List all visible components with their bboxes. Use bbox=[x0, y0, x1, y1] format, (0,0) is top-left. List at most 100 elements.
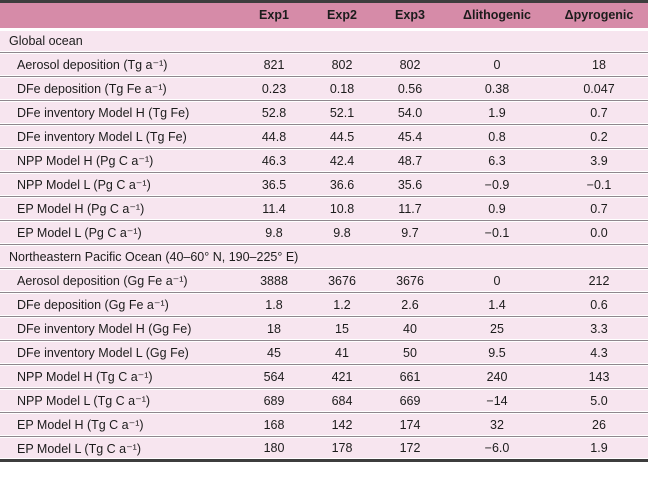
cell-exp1: 45 bbox=[240, 340, 308, 365]
table-row: DFe inventory Model L (Gg Fe) 45 41 50 9… bbox=[0, 340, 648, 365]
table-row: EP Model L (Tg C a⁻¹) 180 178 172 −6.0 1… bbox=[0, 436, 648, 461]
cell-exp3: 3676 bbox=[376, 268, 444, 293]
cell-exp1: 168 bbox=[240, 412, 308, 437]
cell-exp2: 684 bbox=[308, 388, 376, 413]
cell-exp2: 41 bbox=[308, 340, 376, 365]
cell-exp1: 1.8 bbox=[240, 292, 308, 317]
cell-exp3: 9.7 bbox=[376, 220, 444, 245]
col-header-exp2: Exp2 bbox=[308, 1, 376, 30]
results-table-container: Exp1 Exp2 Exp3 Δlithogenic Δpyrogenic Gl… bbox=[0, 0, 648, 462]
row-label: EP Model H (Tg C a⁻¹) bbox=[0, 412, 240, 437]
row-label: Aerosol deposition (Gg Fe a⁻¹) bbox=[0, 268, 240, 293]
cell-exp2: 52.1 bbox=[308, 100, 376, 125]
row-label: EP Model L (Tg C a⁻¹) bbox=[0, 436, 240, 461]
cell-delta-lithogenic: 9.5 bbox=[444, 340, 550, 365]
cell-exp2: 0.18 bbox=[308, 76, 376, 101]
cell-exp3: 50 bbox=[376, 340, 444, 365]
cell-exp1: 52.8 bbox=[240, 100, 308, 125]
cell-exp3: 661 bbox=[376, 364, 444, 389]
cell-delta-lithogenic: −0.9 bbox=[444, 172, 550, 197]
col-header-exp1: Exp1 bbox=[240, 1, 308, 30]
cell-exp3: 35.6 bbox=[376, 172, 444, 197]
cell-delta-pyrogenic: 143 bbox=[550, 364, 648, 389]
cell-delta-pyrogenic: 18 bbox=[550, 52, 648, 77]
cell-exp1: 18 bbox=[240, 316, 308, 341]
table-row: DFe inventory Model H (Gg Fe) 18 15 40 2… bbox=[0, 316, 648, 341]
cell-delta-lithogenic: 6.3 bbox=[444, 148, 550, 173]
cell-exp2: 3676 bbox=[308, 268, 376, 293]
cell-exp3: 48.7 bbox=[376, 148, 444, 173]
cell-delta-pyrogenic: 0.7 bbox=[550, 196, 648, 221]
col-header-empty bbox=[0, 1, 240, 30]
row-label: DFe inventory Model L (Tg Fe) bbox=[0, 124, 240, 149]
cell-exp2: 1.2 bbox=[308, 292, 376, 317]
cell-delta-lithogenic: −6.0 bbox=[444, 436, 550, 461]
table-row: DFe deposition (Gg Fe a⁻¹) 1.8 1.2 2.6 1… bbox=[0, 292, 648, 317]
table-row: DFe deposition (Tg Fe a⁻¹) 0.23 0.18 0.5… bbox=[0, 76, 648, 101]
row-label: DFe inventory Model L (Gg Fe) bbox=[0, 340, 240, 365]
table-row: EP Model H (Tg C a⁻¹) 168 142 174 32 26 bbox=[0, 412, 648, 437]
table-row: Aerosol deposition (Tg a⁻¹) 821 802 802 … bbox=[0, 52, 648, 77]
row-label: NPP Model H (Pg C a⁻¹) bbox=[0, 148, 240, 173]
col-header-exp3: Exp3 bbox=[376, 1, 444, 30]
cell-exp1: 36.5 bbox=[240, 172, 308, 197]
row-label: EP Model L (Pg C a⁻¹) bbox=[0, 220, 240, 245]
cell-delta-lithogenic: 1.4 bbox=[444, 292, 550, 317]
table-row: NPP Model L (Tg C a⁻¹) 689 684 669 −14 5… bbox=[0, 388, 648, 413]
cell-exp2: 421 bbox=[308, 364, 376, 389]
row-label: EP Model H (Pg C a⁻¹) bbox=[0, 196, 240, 221]
cell-delta-lithogenic: 0.38 bbox=[444, 76, 550, 101]
cell-exp3: 172 bbox=[376, 436, 444, 461]
cell-delta-pyrogenic: 3.9 bbox=[550, 148, 648, 173]
cell-delta-pyrogenic: 1.9 bbox=[550, 436, 648, 461]
results-table: Exp1 Exp2 Exp3 Δlithogenic Δpyrogenic Gl… bbox=[0, 0, 648, 462]
cell-delta-lithogenic: 25 bbox=[444, 316, 550, 341]
section-title: Global ocean bbox=[0, 28, 648, 53]
cell-delta-lithogenic: 0 bbox=[444, 52, 550, 77]
row-label: DFe inventory Model H (Gg Fe) bbox=[0, 316, 240, 341]
cell-delta-pyrogenic: 26 bbox=[550, 412, 648, 437]
col-header-delta-pyrogenic: Δpyrogenic bbox=[550, 1, 648, 30]
cell-exp1: 9.8 bbox=[240, 220, 308, 245]
col-header-delta-lithogenic: Δlithogenic bbox=[444, 1, 550, 30]
cell-exp3: 2.6 bbox=[376, 292, 444, 317]
table-row: NPP Model H (Pg C a⁻¹) 46.3 42.4 48.7 6.… bbox=[0, 148, 648, 173]
cell-exp1: 0.23 bbox=[240, 76, 308, 101]
cell-exp2: 15 bbox=[308, 316, 376, 341]
cell-exp2: 36.6 bbox=[308, 172, 376, 197]
row-label: DFe deposition (Gg Fe a⁻¹) bbox=[0, 292, 240, 317]
table-row: NPP Model L (Pg C a⁻¹) 36.5 36.6 35.6 −0… bbox=[0, 172, 648, 197]
row-label: NPP Model L (Tg C a⁻¹) bbox=[0, 388, 240, 413]
table-row: EP Model L (Pg C a⁻¹) 9.8 9.8 9.7 −0.1 0… bbox=[0, 220, 648, 245]
cell-exp3: 802 bbox=[376, 52, 444, 77]
table-row: EP Model H (Pg C a⁻¹) 11.4 10.8 11.7 0.9… bbox=[0, 196, 648, 221]
cell-delta-pyrogenic: 0.047 bbox=[550, 76, 648, 101]
cell-exp2: 142 bbox=[308, 412, 376, 437]
header-row: Exp1 Exp2 Exp3 Δlithogenic Δpyrogenic bbox=[0, 1, 648, 30]
cell-exp1: 821 bbox=[240, 52, 308, 77]
cell-delta-lithogenic: 1.9 bbox=[444, 100, 550, 125]
cell-delta-lithogenic: 240 bbox=[444, 364, 550, 389]
cell-exp2: 44.5 bbox=[308, 124, 376, 149]
cell-exp3: 174 bbox=[376, 412, 444, 437]
cell-delta-lithogenic: 32 bbox=[444, 412, 550, 437]
cell-delta-lithogenic: 0 bbox=[444, 268, 550, 293]
row-label: NPP Model L (Pg C a⁻¹) bbox=[0, 172, 240, 197]
table-row: DFe inventory Model L (Tg Fe) 44.8 44.5 … bbox=[0, 124, 648, 149]
cell-exp3: 11.7 bbox=[376, 196, 444, 221]
cell-exp1: 11.4 bbox=[240, 196, 308, 221]
cell-delta-lithogenic: −0.1 bbox=[444, 220, 550, 245]
section-title: Northeastern Pacific Ocean (40–60° N, 19… bbox=[0, 244, 648, 269]
cell-exp1: 564 bbox=[240, 364, 308, 389]
cell-exp2: 178 bbox=[308, 436, 376, 461]
cell-exp3: 0.56 bbox=[376, 76, 444, 101]
cell-exp1: 689 bbox=[240, 388, 308, 413]
cell-exp2: 9.8 bbox=[308, 220, 376, 245]
section-row-northeastern-pacific: Northeastern Pacific Ocean (40–60° N, 19… bbox=[0, 244, 648, 269]
cell-exp3: 669 bbox=[376, 388, 444, 413]
cell-delta-pyrogenic: 0.0 bbox=[550, 220, 648, 245]
row-label: NPP Model H (Tg C a⁻¹) bbox=[0, 364, 240, 389]
table-row: NPP Model H (Tg C a⁻¹) 564 421 661 240 1… bbox=[0, 364, 648, 389]
cell-delta-lithogenic: 0.9 bbox=[444, 196, 550, 221]
cell-exp1: 46.3 bbox=[240, 148, 308, 173]
